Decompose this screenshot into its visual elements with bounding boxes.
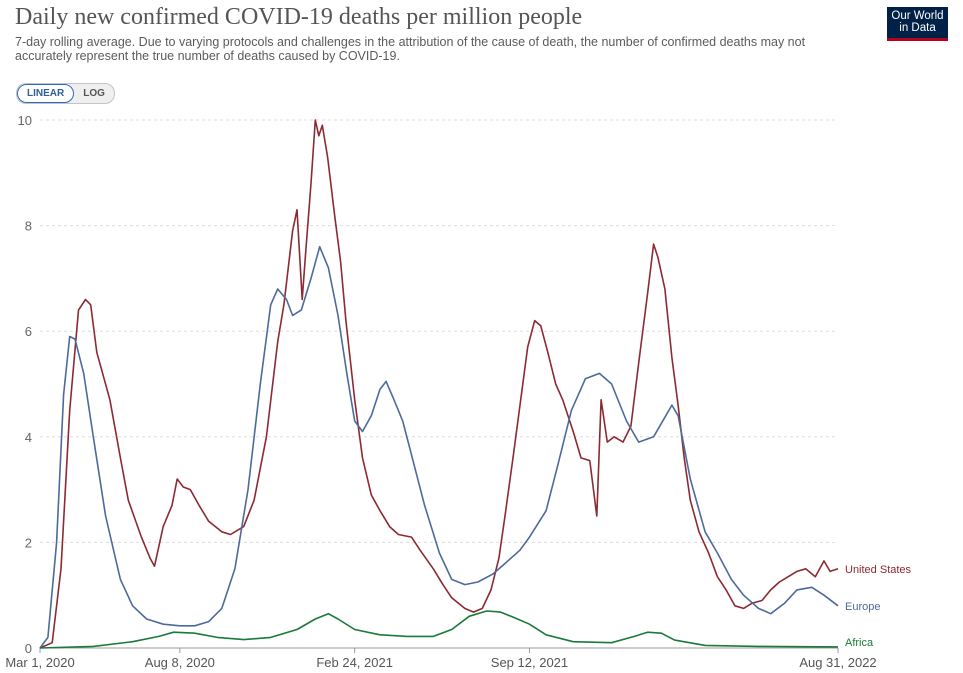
chart-title: Daily new confirmed COVID-19 deaths per … [15, 4, 583, 30]
series-labels: United States Europe Africa [845, 564, 912, 649]
series-line-united-states[interactable] [39, 119, 839, 649]
series-label-united-states: United States [845, 564, 912, 576]
y-tick-label: 4 [25, 430, 32, 445]
series-label-africa: Africa [845, 637, 874, 649]
x-tick-label: Aug 31, 2022 [799, 655, 876, 670]
y-axis-ticks: 0 2 4 6 8 10 [18, 113, 32, 656]
x-tick-label: Mar 1, 2020 [5, 655, 74, 670]
owid-logo[interactable]: Our World in Data [887, 7, 948, 41]
x-tick-label: Feb 24, 2021 [316, 655, 393, 670]
x-axis-ticks: Mar 1, 2020 Aug 8, 2020 Feb 24, 2021 Sep 12… [5, 648, 877, 670]
y-tick-label: 6 [25, 324, 32, 339]
log-scale-button[interactable]: LOG [83, 88, 105, 99]
y-tick-label: 2 [25, 535, 32, 550]
series-label-europe: Europe [845, 601, 880, 613]
y-gridlines [40, 119, 838, 649]
linear-scale-button[interactable]: LINEAR [17, 84, 75, 103]
chart-subtitle: 7-day rolling average. Due to varying pr… [15, 35, 806, 63]
x-tick-label: Sep 12, 2021 [491, 655, 568, 670]
y-tick-label: 10 [18, 113, 32, 128]
logo-line-2: in Data [899, 22, 936, 34]
series-line-africa[interactable] [39, 610, 839, 649]
x-tick-label: Aug 8, 2020 [145, 655, 215, 670]
scale-toggle: LINEAR LOG [16, 83, 115, 104]
y-tick-label: 8 [25, 219, 32, 234]
series-line-europe[interactable] [39, 245, 839, 649]
series-lines [39, 119, 839, 649]
y-tick-label: 0 [25, 641, 32, 656]
logo-line-1: Our World [891, 10, 944, 22]
